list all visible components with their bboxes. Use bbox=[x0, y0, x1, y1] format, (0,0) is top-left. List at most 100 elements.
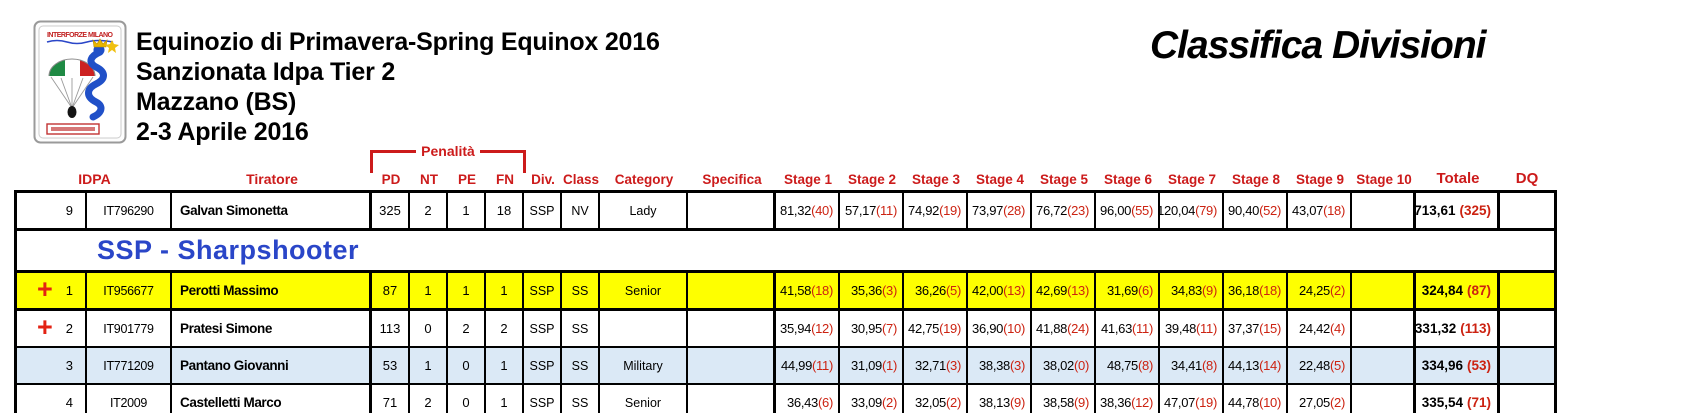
nt-cell-text: 0 bbox=[424, 321, 432, 336]
stage-points-down: (2) bbox=[882, 395, 897, 410]
stage-time: 44,99 bbox=[780, 358, 813, 373]
stage-time: 34,83 bbox=[1170, 283, 1202, 298]
stage-3-cell: 42,75 (19) bbox=[904, 311, 968, 346]
stage-points-down: (10) bbox=[1259, 395, 1281, 410]
rank-cell: +1 bbox=[17, 273, 87, 308]
total-points-down: (87) bbox=[1466, 283, 1491, 298]
total-points-down: (325) bbox=[1459, 203, 1491, 218]
stage-points-down: (18) bbox=[811, 283, 833, 298]
class-cell-text: SS bbox=[571, 283, 589, 298]
stage-points-down: (2) bbox=[946, 395, 961, 410]
fn-cell: 1 bbox=[486, 348, 524, 383]
stage-time: 22,48 bbox=[1298, 358, 1330, 373]
nt-cell: 1 bbox=[410, 348, 448, 383]
division-cell: SSP bbox=[524, 193, 562, 228]
match-location-line: Mazzano (BS) bbox=[136, 88, 297, 116]
category-cell: Military bbox=[600, 348, 688, 383]
pe-cell-text: 1 bbox=[462, 283, 470, 298]
idpa-cell: IT901779 bbox=[87, 311, 172, 346]
stage-points-down: (8) bbox=[1138, 358, 1153, 373]
stage-points-down: (8) bbox=[1202, 358, 1217, 373]
idpa-cell: IT956677 bbox=[87, 273, 172, 308]
col-header-idpa: IDPA bbox=[78, 171, 111, 187]
stage-time: 30,95 bbox=[850, 321, 882, 336]
stage-time: 36,26 bbox=[914, 283, 946, 298]
fn-cell: 2 bbox=[486, 311, 524, 346]
total-time: 334,96 bbox=[1421, 358, 1463, 373]
total-points-down: (71) bbox=[1466, 395, 1491, 410]
total-time: 324,84 bbox=[1421, 283, 1463, 298]
stage-time: 38,36 bbox=[1100, 395, 1132, 410]
pe-cell-text: 0 bbox=[462, 358, 470, 373]
stage-1-cell: 41,58 (18) bbox=[776, 273, 840, 308]
stage-time: 47,07 bbox=[1164, 395, 1196, 410]
stage-3-cell: 32,05 (2) bbox=[904, 385, 968, 413]
col-header-specifica: Specifica bbox=[702, 172, 762, 187]
pe-cell: 1 bbox=[448, 193, 486, 228]
total-cell: 713,61 (325) bbox=[1416, 193, 1500, 228]
dq-cell bbox=[1500, 385, 1554, 413]
specifica-cell bbox=[688, 385, 776, 413]
pd-cell-text: 53 bbox=[382, 358, 398, 373]
stage-time: 39,48 bbox=[1164, 321, 1197, 336]
stage-time: 41,58 bbox=[780, 283, 812, 298]
penalty-bracket-tick bbox=[523, 151, 526, 173]
table-header: Penalità IDPA Tiratore PD NT PE FN Div. Class Ca… bbox=[17, 143, 1554, 190]
fn-cell-text: 18 bbox=[496, 203, 512, 218]
match-title-block: Equinozio di Primavera-Spring Equinox 20… bbox=[136, 27, 660, 147]
col-header-nt: NT bbox=[420, 172, 438, 187]
idpa-cell: IT771209 bbox=[87, 348, 172, 383]
stage-time: 35,94 bbox=[780, 321, 812, 336]
stage-5-cell: 38,58 (9) bbox=[1032, 385, 1096, 413]
col-header-stage-9: Stage 9 bbox=[1295, 172, 1345, 187]
stage-5-cell: 38,02 (0) bbox=[1032, 348, 1096, 383]
col-header-fn: FN bbox=[496, 172, 514, 187]
stage-time: 38,58 bbox=[1042, 395, 1074, 410]
stage-points-down: (0) bbox=[1074, 358, 1089, 373]
stage-10-cell bbox=[1352, 385, 1416, 413]
total-cell: 331,32 (113) bbox=[1416, 311, 1500, 346]
division-cell-text: SSP bbox=[529, 283, 555, 298]
rank-cell: +2 bbox=[17, 311, 87, 346]
stage-points-down: (9) bbox=[1074, 395, 1089, 410]
pd-cell: 113 bbox=[372, 311, 410, 346]
dq-cell bbox=[1500, 273, 1554, 308]
stage-9-cell: 24,42 (4) bbox=[1288, 311, 1352, 346]
rank-cell: 9 bbox=[17, 193, 87, 228]
col-header-stage-4: Stage 4 bbox=[975, 172, 1025, 187]
shooter-name-cell: Pantano Giovanni bbox=[172, 348, 372, 383]
stage-3-cell: 32,71 (3) bbox=[904, 348, 968, 383]
stage-points-down: (12) bbox=[811, 321, 833, 336]
stage-points-down: (19) bbox=[939, 321, 961, 336]
pe-cell: 2 bbox=[448, 311, 486, 346]
stage-points-down: (14) bbox=[1259, 358, 1281, 373]
stage-points-down: (13) bbox=[1003, 283, 1025, 298]
total-time: 713,61 bbox=[1416, 203, 1456, 218]
stage-points-down: (11) bbox=[812, 358, 833, 373]
specifica-cell bbox=[688, 311, 776, 346]
stage-points-down: (1) bbox=[882, 358, 897, 373]
stage-4-cell: 42,00 (13) bbox=[968, 273, 1032, 308]
stage-2-cell: 35,36 (3) bbox=[840, 273, 904, 308]
stage-points-down: (2) bbox=[1330, 395, 1345, 410]
specifica-cell bbox=[688, 348, 776, 383]
stage-4-cell: 36,90 (10) bbox=[968, 311, 1032, 346]
stage-time: 96,00 bbox=[1100, 203, 1132, 218]
stage-9-cell: 24,25 (2) bbox=[1288, 273, 1352, 308]
stage-points-down: (24) bbox=[1067, 321, 1089, 336]
stage-points-down: (19) bbox=[1195, 395, 1217, 410]
pe-cell: 1 bbox=[448, 273, 486, 308]
pe-cell: 0 bbox=[448, 348, 486, 383]
class-cell: NV bbox=[562, 193, 600, 228]
col-header-stage-1: Stage 1 bbox=[783, 172, 833, 187]
stage-points-down: (15) bbox=[1259, 321, 1281, 336]
stage-time: 38,02 bbox=[1042, 358, 1074, 373]
shooter-name-cell: Perotti Massimo bbox=[172, 273, 372, 308]
shooter-name-cell-text: Pantano Giovanni bbox=[180, 358, 289, 373]
stage-time: 37,37 bbox=[1228, 321, 1260, 336]
stage-time: 32,05 bbox=[914, 395, 946, 410]
dq-cell bbox=[1500, 348, 1554, 383]
specifica-cell bbox=[688, 193, 776, 228]
col-header-stage-10: Stage 10 bbox=[1356, 172, 1412, 187]
category-cell-text: Senior bbox=[624, 283, 662, 298]
